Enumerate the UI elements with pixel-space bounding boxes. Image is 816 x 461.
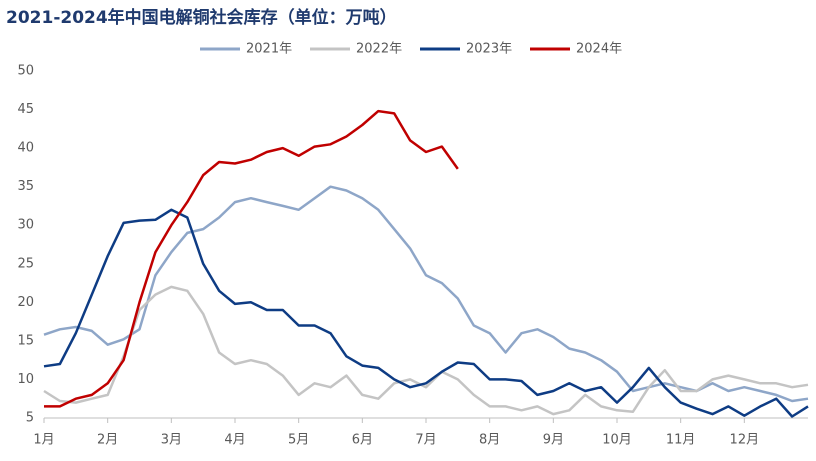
chart-title: 2021-2024年中国电解铜社会库存（单位：万吨） (6, 7, 397, 28)
series-line (43, 185, 809, 403)
y-tick-label: 30 (17, 218, 34, 233)
legend-label: 2023年 (466, 42, 512, 57)
x-tick-label: 5月 (288, 433, 309, 448)
y-tick-label: 5 (26, 411, 34, 426)
x-tick-label: 12月 (730, 433, 760, 448)
x-tick-label: 10月 (602, 433, 632, 448)
x-tick-label: 8月 (479, 433, 500, 448)
legend: 2021年 2022年 2023年 2024年 (200, 42, 622, 57)
legend-label: 2021年 (246, 42, 292, 57)
y-tick-label: 40 (17, 141, 34, 156)
x-tick-label: 7月 (415, 433, 436, 448)
y-tick-label: 50 (17, 64, 34, 79)
series-line (43, 285, 809, 416)
x-tick-label: 6月 (352, 433, 373, 448)
x-tick-label: 11月 (666, 433, 696, 448)
y-tick-label: 45 (17, 102, 34, 117)
x-tick-label: 4月 (224, 433, 245, 448)
y-tick-label: 10 (17, 372, 34, 387)
y-tick-label: 15 (17, 333, 34, 348)
legend-label: 2022年 (356, 42, 402, 57)
x-tick-label: 1月 (33, 433, 54, 448)
x-tick-label: 9月 (543, 433, 564, 448)
x-tick-label: 3月 (161, 433, 182, 448)
x-tick-label: 2月 (97, 433, 118, 448)
legend-label: 2024年 (576, 42, 622, 57)
series-line (43, 208, 809, 418)
y-tick-label: 20 (17, 295, 34, 310)
series-line (44, 109, 459, 408)
y-tick-label: 35 (17, 179, 34, 194)
y-tick-label: 25 (17, 256, 34, 271)
